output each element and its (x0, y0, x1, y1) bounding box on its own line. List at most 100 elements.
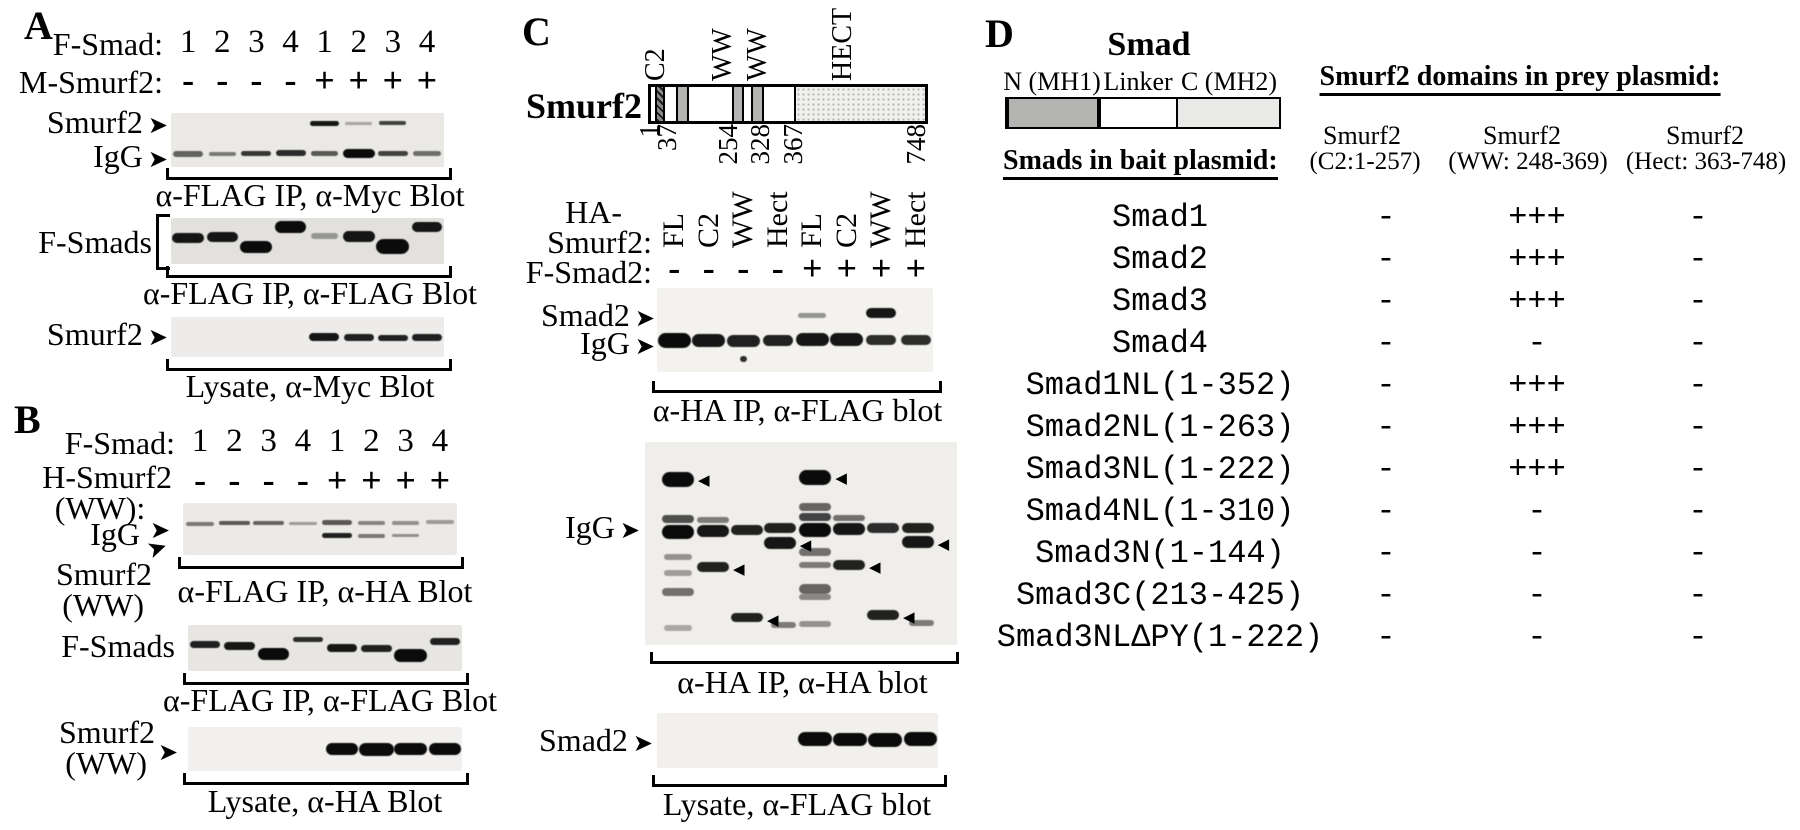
lane-labels-constructs: FL C2 WW Hect FL C2 WW Hect (657, 172, 933, 248)
protein-band (391, 533, 420, 538)
smad-diagram-title: Smad (1107, 26, 1191, 63)
smurf2-residue-numbers: 1 37 254 328 367 748 (634, 124, 931, 172)
prey-col1-range: (C2:1-257) (1309, 148, 1421, 175)
fsmads-bracket (156, 214, 170, 270)
protein-band (799, 547, 831, 556)
blot-bracket (652, 381, 942, 393)
row-label-hsmurf2-b: H-Smurf2 (42, 459, 172, 495)
lane-value: - (250, 60, 263, 100)
protein-band (321, 532, 353, 538)
protein-band (343, 334, 374, 341)
protein-band (833, 515, 865, 522)
right-arrow-icon: ➤ (147, 323, 168, 351)
protein-band (223, 642, 256, 651)
protein-band (241, 150, 272, 157)
result-c2: - (1376, 325, 1396, 362)
protein-band (376, 239, 410, 254)
protein-band (697, 517, 729, 524)
lane-value: + (348, 60, 369, 100)
protein-band (359, 742, 394, 756)
result-hect: - (1688, 241, 1708, 278)
prey-col3-name: Smurf2 (1666, 121, 1744, 150)
rotated-residue-number: 254 (713, 124, 744, 165)
rotated-lane-label: Hect (898, 191, 932, 248)
band-label-smad2-c1: Smad2 ➤ (495, 298, 655, 333)
result-hect: - (1688, 409, 1708, 446)
rotated-domain-label: WW (707, 28, 739, 81)
band-label-text: Smurf2 (46, 316, 143, 352)
lane-value: + (361, 460, 382, 500)
protein-band (833, 559, 865, 570)
protein-band (394, 743, 427, 756)
protein-band (799, 584, 831, 595)
protein-band (696, 525, 730, 538)
rotated-domain-label: WW (741, 28, 773, 81)
lane-value: 1 (328, 423, 346, 459)
protein-band (697, 561, 729, 572)
protein-band (429, 638, 461, 646)
prey-col3-range: (Hect: 363-748) (1625, 148, 1787, 175)
protein-band (799, 561, 831, 568)
lane-value: - (284, 60, 297, 100)
protein-band (412, 222, 443, 232)
domain-segment (794, 87, 925, 121)
protein-band (798, 732, 832, 746)
rotated-lane-label: C2 (691, 212, 725, 248)
right-arrow-icon: ➤ (147, 145, 168, 173)
protein-band (292, 636, 324, 643)
rotated-residue-number: 748 (900, 124, 931, 165)
band-arrowhead-icon: ◀ (766, 610, 779, 629)
band-label-smurf2-a1: Smurf2 ➤ (10, 105, 168, 140)
blot-caption-b3: Lysate, α-HA Blot (207, 783, 443, 819)
right-arrow-icon: ➤ (632, 729, 653, 757)
protein-band (257, 648, 290, 661)
band-label-fsmads-b: F-Smads (61, 628, 175, 664)
lane-value: + (429, 460, 451, 500)
protein-band (310, 121, 339, 127)
row-label-fsmad2-c: F-Smad2: (525, 254, 652, 290)
protein-band (240, 241, 272, 253)
protein-band (664, 553, 693, 560)
result-hect: - (1688, 535, 1708, 572)
protein-band (662, 588, 694, 597)
western-blot-c3 (657, 713, 938, 768)
panel-d-letter: D (985, 11, 1014, 56)
protein-band (326, 643, 358, 652)
blot-caption-c1: α-HA IP, α-FLAG blot (652, 392, 943, 428)
lane-value: - (228, 460, 241, 500)
lane-value: - (668, 248, 681, 288)
result-c2: - (1376, 535, 1396, 572)
blot-caption-a1: α-FLAG IP, α-Myc Blot (155, 177, 465, 213)
band-arrowhead-icon: ◀ (835, 469, 847, 488)
rotated-lane-label: FL (657, 212, 691, 248)
smad-domain-label-linker: Linker (1103, 67, 1173, 96)
protein-band (726, 335, 760, 347)
lane-value: 4 (294, 423, 312, 459)
western-blot-b3 (188, 727, 462, 771)
blot-bracket (166, 359, 452, 371)
rotated-lane-label: FL (795, 212, 829, 248)
result-ww: - (1527, 493, 1547, 530)
protein-band (345, 122, 373, 126)
lane-value: 1 (191, 423, 209, 459)
protein-band (343, 231, 375, 243)
smad-domain-label-c: C (MH2) (1180, 67, 1278, 96)
panel-b-letter: B (14, 397, 41, 442)
band-label-text: Smad2 (539, 722, 628, 758)
protein-band (379, 121, 407, 126)
result-ww: +++ (1508, 451, 1566, 488)
bait-name: Smad3NLΔPY(1-222) (996, 619, 1324, 656)
result-ww: - (1527, 577, 1547, 614)
protein-band (799, 594, 831, 601)
rotated-domain-label: C2 (640, 48, 672, 81)
result-hect: - (1688, 199, 1708, 236)
domain-segment (676, 87, 690, 121)
band-label-igg-b1: IgG (90, 516, 140, 552)
blot-bracket (650, 652, 959, 664)
protein-band (662, 472, 694, 487)
table-row: Smad2NL(1-263) - +++ - (960, 407, 1800, 449)
protein-band (377, 334, 408, 341)
band-label-smad2-c3: Smad2 ➤ (495, 722, 653, 758)
western-blot-c2: ◀ ◀ ◀ ◀ ◀ ◀ ◀ ◀ (645, 442, 957, 645)
